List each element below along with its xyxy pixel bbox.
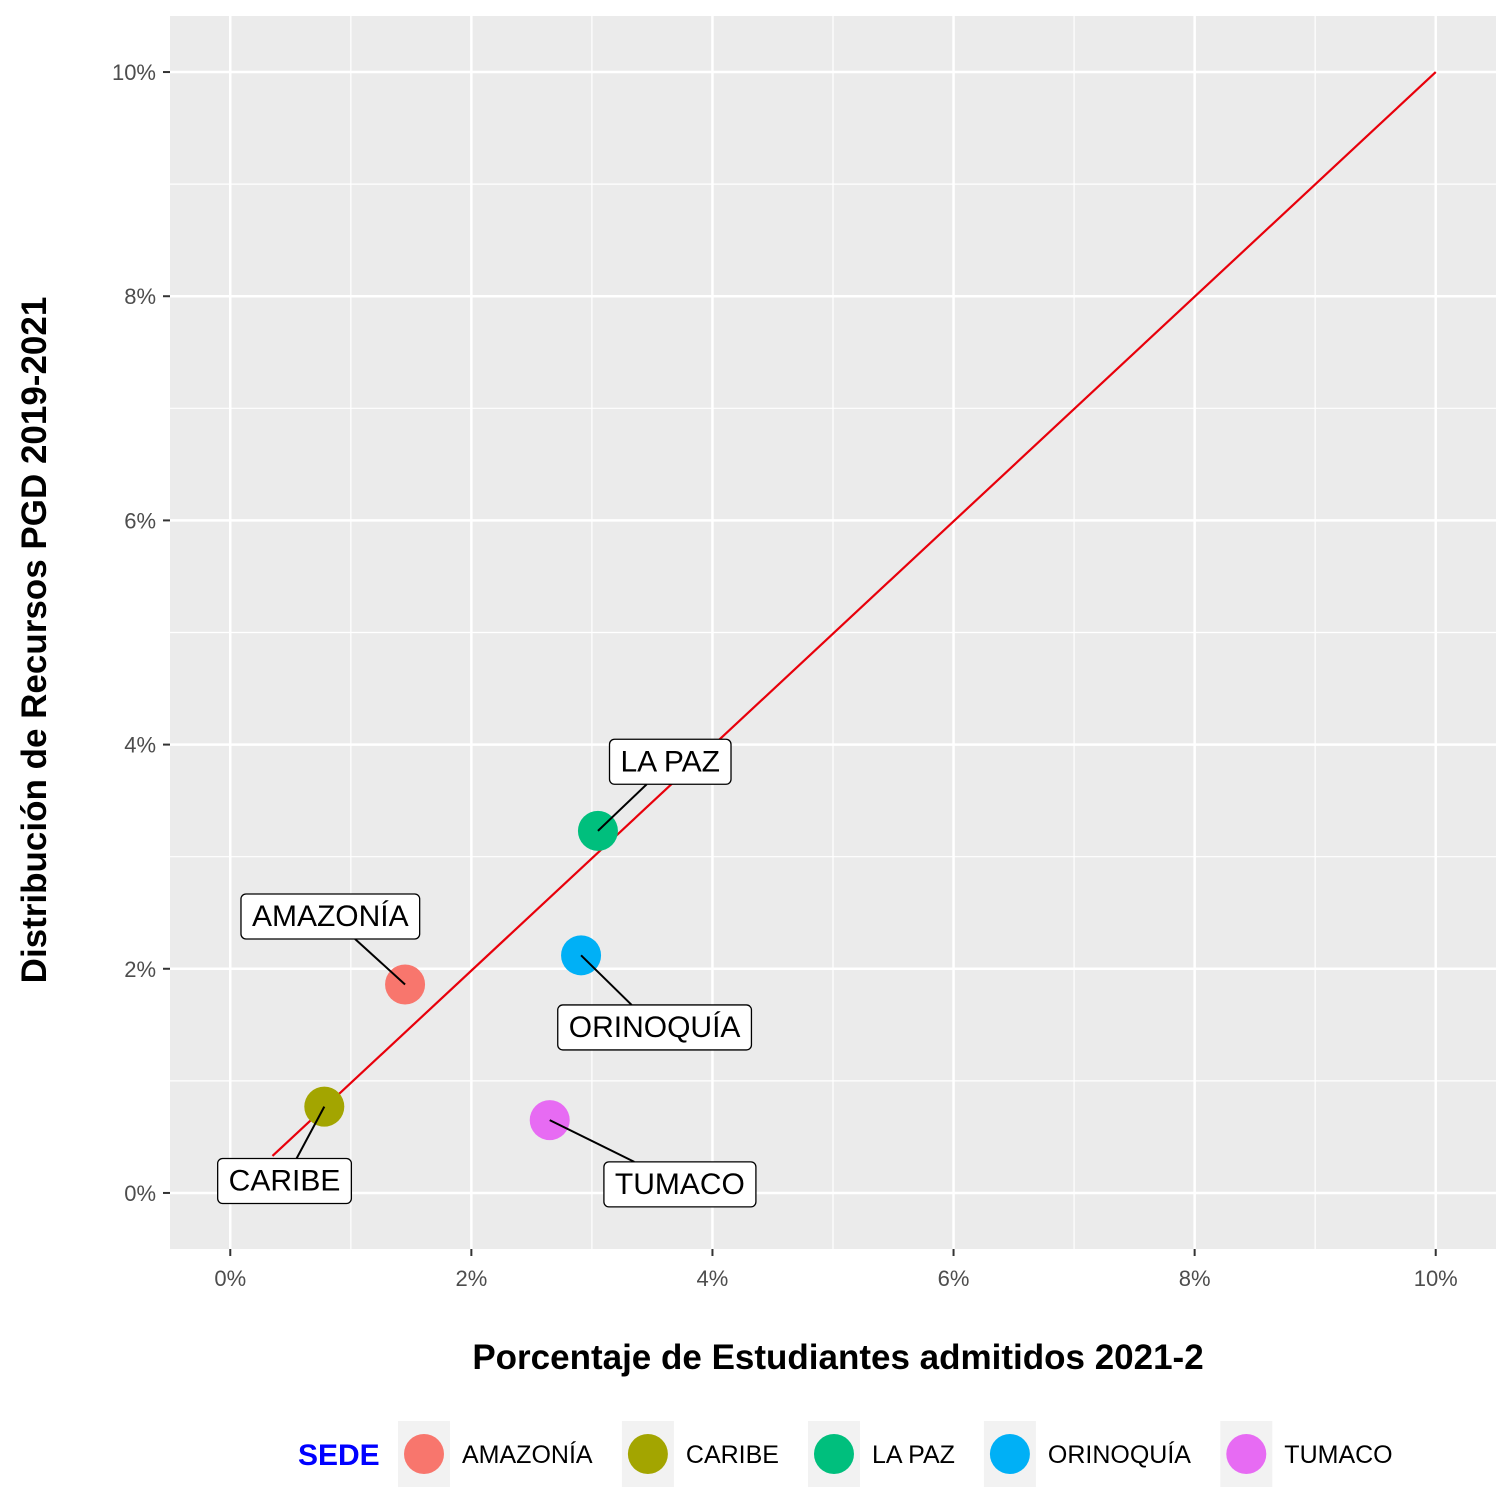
legend-title: SEDE	[298, 1439, 380, 1472]
legend-item: ORINOQUÍA	[983, 1421, 1191, 1487]
x-tick-label: 10%	[1414, 1266, 1458, 1291]
y-axis-title: Distribución de Recursos PGD 2019-2021	[15, 297, 54, 984]
point-label: CARIBE	[229, 1165, 341, 1198]
point-label: LA PAZ	[621, 745, 721, 778]
y-tick-label: 6%	[124, 508, 156, 533]
legend-label: LA PAZ	[872, 1441, 955, 1469]
label-box	[557, 1004, 753, 1051]
y-tick-label: 2%	[124, 957, 156, 982]
label-box	[608, 738, 732, 785]
point-labels: AMAZONÍA CARIBE LA PAZ ORINOQUÍA TUMACO	[217, 738, 757, 1208]
y-tick-label: 8%	[124, 284, 156, 309]
reference-line-group	[271, 71, 1437, 1157]
legend-label: AMAZONÍA	[462, 1440, 593, 1469]
label-box	[240, 893, 421, 940]
legend-key	[627, 1434, 668, 1474]
legend-item: CARIBE	[621, 1421, 779, 1487]
point-label-group: TUMACO	[549, 1119, 757, 1208]
legend-key	[404, 1434, 444, 1474]
x-axis-title: Porcentaje de Estudiantes admitidos 2021…	[472, 1338, 1203, 1377]
x-tick-label: 8%	[1179, 1266, 1211, 1291]
legend-key	[1226, 1434, 1267, 1474]
legend-key	[813, 1434, 854, 1474]
label-connector	[597, 783, 648, 832]
legend-label: ORINOQUÍA	[1048, 1440, 1191, 1469]
label-box	[217, 1157, 353, 1205]
point-label-group: ORINOQUÍA	[557, 954, 753, 1051]
y-tick-label: 0%	[124, 1181, 156, 1206]
point-label: TUMACO	[615, 1168, 745, 1201]
label-box	[603, 1161, 757, 1208]
reference-line	[271, 71, 1437, 1157]
point-label: AMAZONÍA	[252, 900, 409, 933]
point-label-group: LA PAZ	[597, 738, 732, 832]
x-tick-label: 2%	[455, 1266, 487, 1291]
axis-ticks: 0% 2% 4% 6% 8% 10% 0% 2% 4% 6% 8% 10%	[112, 60, 1458, 1291]
legend-item: AMAZONÍA	[398, 1421, 593, 1487]
point-label: ORINOQUÍA	[569, 1011, 741, 1044]
legend-item: TUMACO	[1220, 1421, 1393, 1487]
point-label-group: AMAZONÍA	[240, 893, 421, 986]
legend: SEDE AMAZONÍA CARIBE LA PAZ ORINOQUÍA TUMACO	[298, 1421, 1393, 1487]
label-connector	[580, 954, 633, 1006]
y-tick-label: 4%	[124, 733, 156, 758]
x-tick-label: 6%	[938, 1266, 970, 1291]
point-label-group: CARIBE	[217, 1106, 353, 1205]
label-connector	[354, 938, 406, 986]
label-connector	[549, 1119, 635, 1163]
legend-label: TUMACO	[1284, 1441, 1392, 1469]
legend-item: LA PAZ	[807, 1421, 955, 1487]
x-tick-label: 4%	[697, 1266, 729, 1291]
major-grid	[170, 16, 1496, 1249]
y-tick-label: 10%	[112, 60, 156, 85]
legend-label: CARIBE	[686, 1441, 779, 1469]
legend-key	[989, 1434, 1030, 1474]
label-connector	[295, 1106, 326, 1159]
x-tick-label: 0%	[214, 1266, 246, 1291]
